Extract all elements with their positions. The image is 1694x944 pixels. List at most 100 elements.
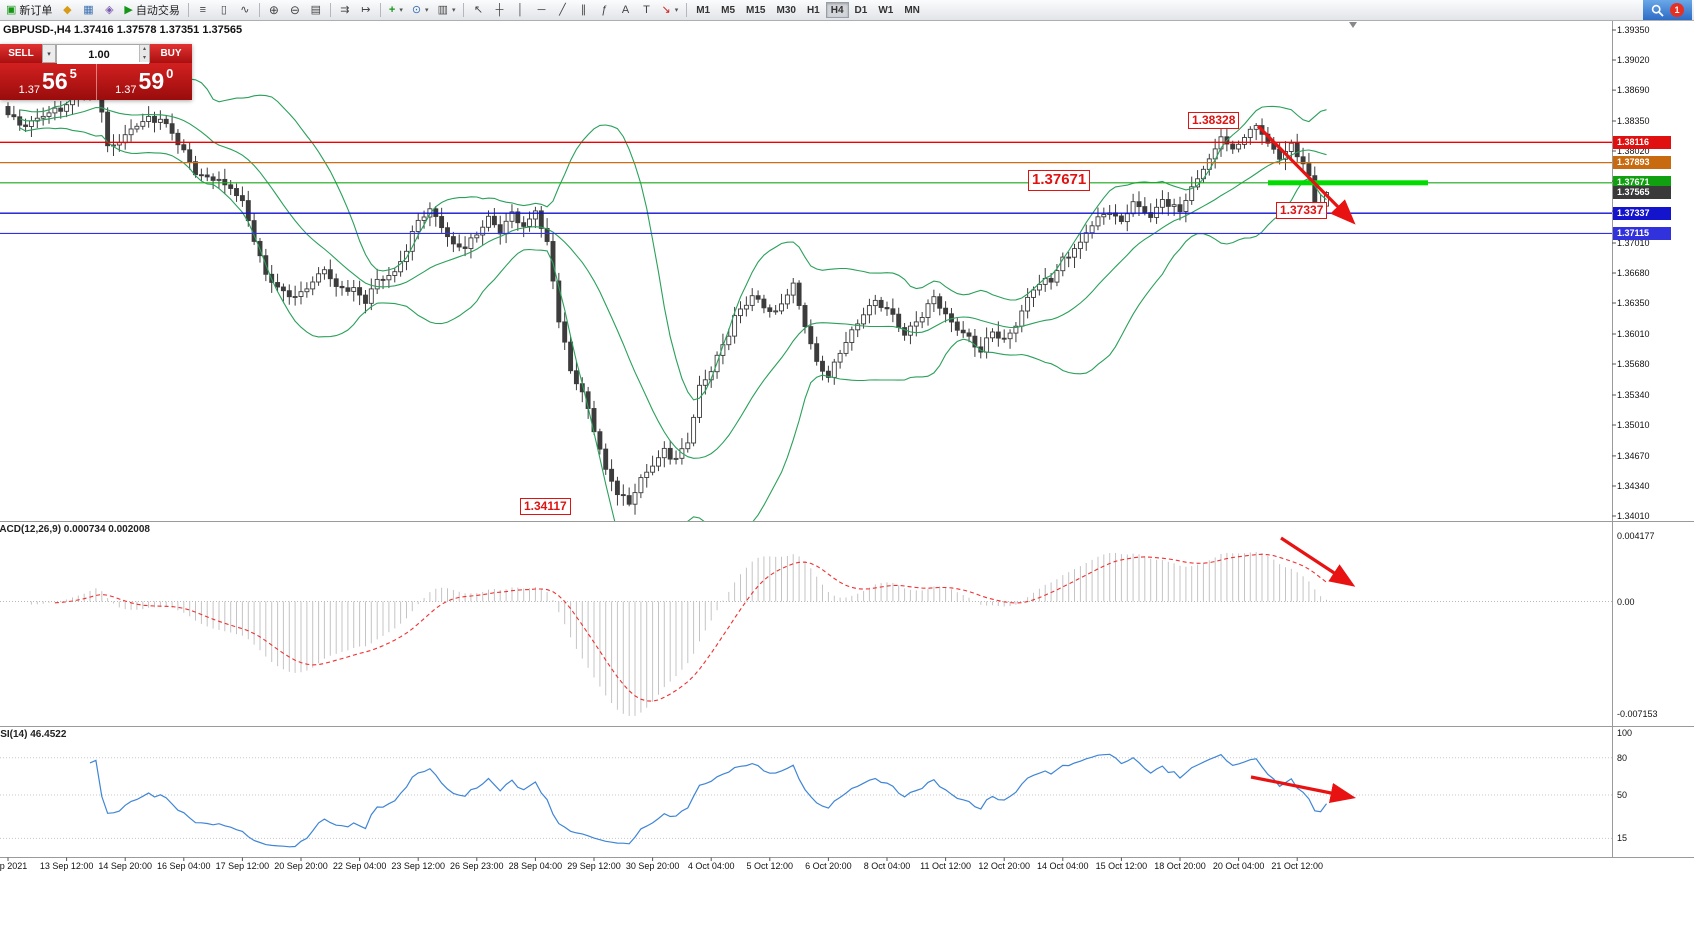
fibonacci-button[interactable]: ƒ — [594, 1, 614, 19]
alerts-button[interactable]: ◈ — [99, 1, 119, 19]
toolbar-separator — [463, 3, 465, 17]
toolbar-separator — [258, 3, 260, 17]
timeframe-h4-button[interactable]: H4 — [825, 2, 849, 18]
time-axis-label: 14 Sep 20:00 — [98, 861, 152, 871]
buy-price[interactable]: 1.37 59 0 — [95, 63, 193, 100]
toolbar: ▣ 新订单 ◆ ▦ ◈ ▶ 自动交易 ≡ ▯ ∿ ⊕ ⊖ — [0, 0, 1694, 21]
price-axis-label: 1.34340 — [1617, 480, 1650, 491]
volume-input[interactable] — [57, 46, 149, 64]
new-order-button[interactable]: ▣ 新订单 — [2, 1, 56, 19]
periods-button[interactable]: ⊙ ▾ — [408, 1, 433, 19]
autotrading-icon: ▶ — [124, 3, 133, 16]
auto-scroll-icon: ⇉ — [340, 3, 350, 16]
line-chart-button[interactable]: ∿ — [235, 1, 255, 19]
horizontal-line-button[interactable]: ─ — [531, 1, 551, 19]
autotrading-label: 自动交易 — [135, 5, 180, 17]
cursor-icon: ↖ — [473, 3, 484, 16]
macd-axis-label: 0.004177 — [1617, 531, 1655, 542]
timeframe-mn-button[interactable]: MN — [899, 2, 925, 18]
timeframe-m1-button[interactable]: M1 — [691, 2, 715, 18]
timeframe-h1-button[interactable]: H1 — [802, 2, 825, 18]
annotation[interactable]: 1.38328 — [1188, 112, 1240, 129]
autotrading-button[interactable]: ▶ 自动交易 — [120, 1, 183, 19]
price-axis-label: 1.34010 — [1617, 511, 1650, 521]
rsi-layer — [0, 753, 1612, 848]
auto-scroll-button[interactable]: ⇉ — [335, 1, 355, 19]
volume-up-button[interactable]: ▴ — [139, 45, 149, 54]
time-axis-label: 8 Oct 04:00 — [863, 861, 911, 871]
price-tag: 1.37893 — [1613, 156, 1671, 170]
rsi-axis-label: 15 — [1617, 833, 1628, 844]
line-chart-icon: ∿ — [240, 3, 250, 16]
chart-shift-button[interactable]: ↦ — [356, 1, 376, 19]
time-axis-label: 26 Sep 23:00 — [450, 861, 504, 871]
time-axis-label: 4 Oct 04:00 — [687, 861, 735, 871]
volume-down-button[interactable]: ▾ — [139, 53, 149, 62]
text-label-button[interactable]: T — [636, 1, 656, 19]
timeframe-m15-button[interactable]: M15 — [741, 2, 770, 18]
timeframe-d1-button[interactable]: D1 — [850, 2, 873, 18]
text-button[interactable]: A — [615, 1, 635, 19]
time-axis-label: 16 Sep 04:00 — [157, 861, 211, 871]
toolbar-separator — [187, 3, 189, 17]
terminal-button[interactable]: ▦ — [78, 1, 98, 19]
sell-button[interactable]: SELL — [0, 44, 42, 63]
buy-button[interactable]: BUY — [150, 44, 192, 63]
chevron-down-icon: ▾ — [425, 7, 429, 14]
price-axis-label: 1.38350 — [1617, 116, 1650, 126]
price-axis-label: 1.36680 — [1617, 268, 1650, 278]
time-axis-label: 20 Oct 04:00 — [1212, 861, 1265, 871]
grid-button[interactable]: ▤ — [306, 1, 326, 19]
vertical-line-button[interactable]: │ — [510, 1, 530, 19]
annotation[interactable]: 1.34117 — [520, 498, 571, 515]
time-axis-label: 14 Oct 04:00 — [1037, 861, 1089, 871]
channel-button[interactable]: ∥ — [573, 1, 593, 19]
sell-price[interactable]: 1.37 56 5 — [0, 63, 96, 100]
indicators-button[interactable]: + ▾ — [385, 1, 407, 19]
indicators-icon: + — [388, 3, 396, 16]
terminal-icon: ▦ — [83, 3, 94, 16]
toolbar-separator — [379, 3, 381, 17]
price-axis-label: 1.34670 — [1617, 450, 1650, 461]
timeframe-m30-button[interactable]: M30 — [771, 2, 800, 18]
text-icon: A — [621, 3, 630, 16]
vertical-line-icon: │ — [517, 3, 524, 16]
buy-price-point: 0 — [166, 66, 174, 81]
zoom-out-icon: ⊖ — [289, 3, 300, 17]
fibonacci-icon: ƒ — [601, 3, 608, 16]
time-axis-label: 22 Sep 04:00 — [332, 861, 387, 871]
horizontal-levels — [0, 141, 1612, 234]
search-area[interactable]: 1 — [1643, 0, 1692, 20]
alerts-icon: ◈ — [105, 3, 114, 16]
trendline-button[interactable]: ╱ — [552, 1, 572, 19]
candlestick-chart-icon: ▯ — [220, 3, 227, 16]
templates-button[interactable]: ▥ ▾ — [434, 1, 460, 19]
price-axis-label: 1.37010 — [1617, 237, 1650, 248]
bar-chart-button[interactable]: ≡ — [193, 1, 213, 19]
chevron-down-icon: ▾ — [399, 7, 403, 14]
zoom-out-button[interactable]: ⊖ — [285, 1, 305, 19]
price-tag: 1.37337 — [1613, 206, 1671, 220]
volume-field: ▴ ▾ — [56, 44, 150, 64]
rsi-axis-label: 80 — [1617, 752, 1628, 763]
zoom-in-button[interactable]: ⊕ — [264, 1, 284, 19]
crosshair-button[interactable]: ┼ — [489, 1, 509, 19]
candlestick-chart-button[interactable]: ▯ — [214, 1, 234, 19]
time-axis-label: 13 Sep 12:00 — [39, 861, 94, 871]
timeframe-w1-button[interactable]: W1 — [873, 2, 898, 18]
chevron-down-icon: ▾ — [674, 7, 679, 14]
metaeditor-button[interactable]: ◆ — [57, 1, 77, 19]
candles-layer — [5, 70, 1329, 515]
annotation[interactable]: 1.37337 — [1276, 202, 1328, 219]
price-axis-label: 1.39020 — [1617, 55, 1650, 66]
timeframe-m5-button[interactable]: M5 — [716, 2, 740, 18]
buy-price-figure: 1.37 — [115, 84, 137, 96]
volume-dropdown-button[interactable]: ▾ — [42, 44, 56, 63]
cursor-button[interactable]: ↖ — [468, 1, 488, 19]
price-tag: 1.37565 — [1613, 185, 1671, 199]
bollinger-bands — [19, 75, 1327, 521]
shapes-button[interactable]: ↘ ▾ — [657, 1, 682, 19]
notification-badge[interactable]: 1 — [1670, 3, 1684, 17]
annotation[interactable]: 1.37671 — [1028, 170, 1091, 191]
